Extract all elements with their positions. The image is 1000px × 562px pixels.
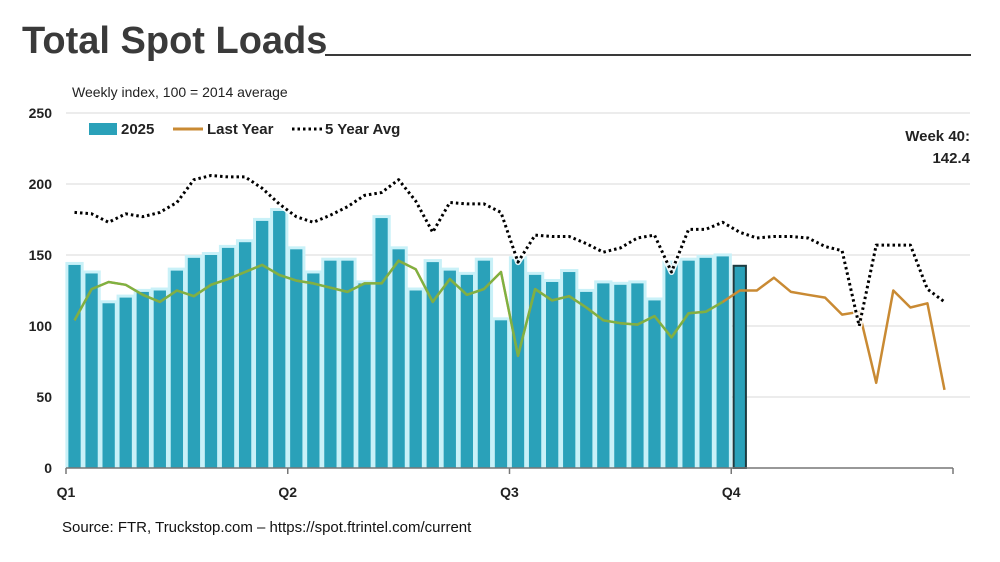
bar bbox=[204, 255, 218, 468]
bar bbox=[614, 284, 627, 468]
x-tick-label: Q3 bbox=[500, 484, 519, 500]
x-tick-label: Q4 bbox=[722, 484, 741, 500]
bar bbox=[102, 303, 115, 468]
bar bbox=[477, 260, 491, 468]
bar bbox=[443, 270, 456, 468]
y-tick-label: 0 bbox=[44, 460, 52, 476]
title-rule bbox=[325, 54, 971, 56]
bar bbox=[307, 273, 320, 468]
bar bbox=[170, 270, 184, 468]
callout-week: Week 40: bbox=[905, 128, 970, 145]
bar bbox=[136, 291, 149, 468]
callout-value: 142.4 bbox=[932, 150, 970, 167]
bar bbox=[119, 297, 132, 468]
bar bbox=[631, 283, 644, 468]
bar bbox=[290, 249, 303, 468]
page-title: Total Spot Loads bbox=[22, 20, 328, 62]
bar bbox=[375, 218, 388, 468]
bar bbox=[426, 262, 439, 468]
bar bbox=[341, 260, 354, 468]
y-tick-label: 200 bbox=[29, 176, 53, 192]
bar bbox=[716, 256, 729, 468]
y-tick-label: 100 bbox=[29, 318, 53, 334]
y-tick-label: 250 bbox=[29, 105, 53, 121]
bar bbox=[85, 273, 98, 468]
week-callout: Week 40: 142.4 bbox=[905, 126, 970, 170]
source-note: Source: FTR, Truckstop.com – https://spo… bbox=[62, 519, 472, 536]
series-last-year-overlay bbox=[73, 259, 724, 357]
line-series bbox=[73, 172, 947, 391]
chart-subtitle: Weekly index, 100 = 2014 average bbox=[72, 84, 288, 100]
bar bbox=[324, 260, 337, 468]
x-tick-label: Q1 bbox=[57, 484, 76, 500]
legend: 2025 Last Year 5 Year Avg bbox=[89, 121, 400, 138]
y-tick-label: 50 bbox=[36, 389, 52, 405]
y-tick-labels: 0 50 100 150 200 250 bbox=[29, 105, 53, 476]
bar bbox=[238, 242, 252, 468]
bar bbox=[392, 249, 405, 468]
bar bbox=[494, 320, 508, 468]
legend-label-2025: 2025 bbox=[121, 121, 154, 138]
bar bbox=[597, 283, 610, 468]
x-tick-label: Q2 bbox=[278, 484, 297, 500]
bar bbox=[580, 291, 593, 468]
bar bbox=[528, 274, 542, 468]
bar bbox=[665, 263, 678, 468]
bar bbox=[221, 247, 235, 468]
bar bbox=[682, 260, 695, 468]
bar bbox=[153, 290, 166, 468]
bar bbox=[68, 264, 81, 468]
bar-highlight bbox=[732, 264, 747, 469]
bar bbox=[546, 281, 559, 468]
bar bbox=[256, 220, 269, 468]
bar bbox=[460, 274, 473, 468]
bar bbox=[358, 283, 371, 468]
legend-label-last-year: Last Year bbox=[207, 121, 274, 138]
bar bbox=[409, 290, 422, 468]
bar bbox=[699, 257, 712, 468]
legend-label-5-year-avg: 5 Year Avg bbox=[325, 121, 400, 138]
bar bbox=[187, 257, 201, 468]
series-5-year-avg bbox=[74, 174, 946, 328]
bar bbox=[648, 300, 661, 468]
bar bbox=[511, 259, 525, 468]
y-tick-label: 150 bbox=[29, 247, 53, 263]
legend-swatch-2025 bbox=[89, 123, 117, 135]
bar bbox=[563, 272, 576, 468]
bars-2025 bbox=[65, 207, 747, 469]
x-axis: Q1 Q2 Q3 Q4 bbox=[57, 467, 954, 500]
bar bbox=[273, 210, 286, 469]
